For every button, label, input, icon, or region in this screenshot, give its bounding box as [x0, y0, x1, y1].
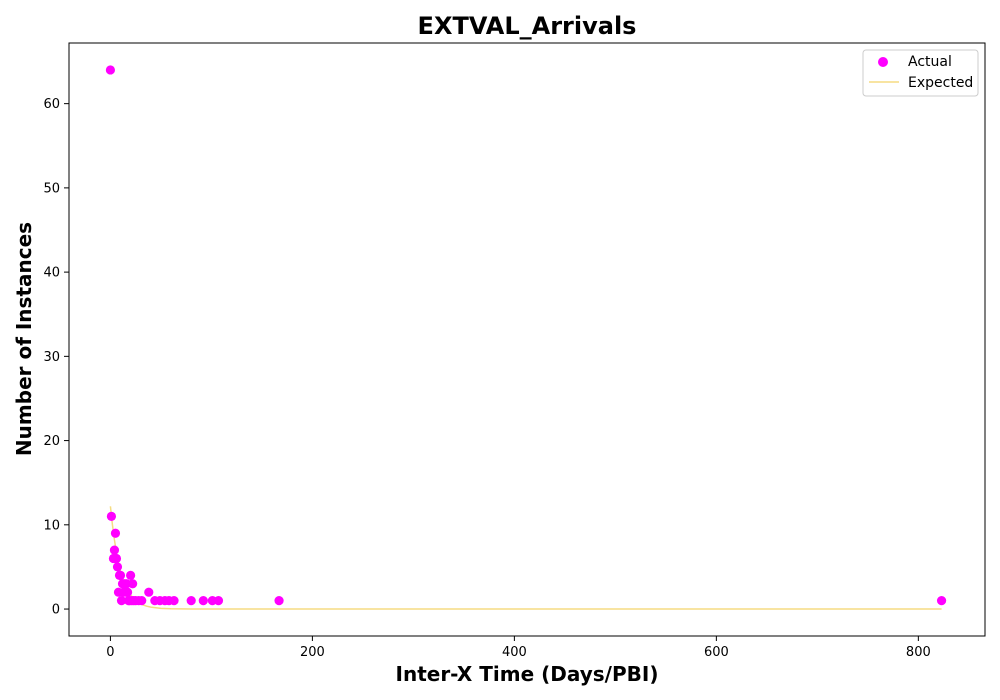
actual-data-point [110, 528, 121, 538]
legend-label-actual: Actual [908, 54, 952, 70]
legend-marker-actual [878, 57, 888, 67]
actual-data-point [198, 596, 208, 606]
y-tick-label: 20 [43, 434, 60, 449]
plot-area [105, 65, 947, 610]
x-axis-ticks: 0 200 400 600 800 [106, 636, 931, 660]
actual-data-point [111, 553, 122, 564]
y-tick-label: 40 [43, 266, 60, 281]
actual-data-point [186, 596, 196, 606]
actual-data-point [115, 570, 126, 580]
actual-data-point [936, 596, 947, 606]
y-tick-label: 10 [43, 518, 60, 533]
y-tick-label: 30 [43, 350, 60, 365]
x-tick-label: 600 [704, 645, 729, 660]
legend-box [862, 49, 979, 97]
actual-data-point [144, 587, 154, 597]
legend: Actual Expected [862, 49, 979, 97]
actual-data-point [274, 596, 284, 606]
y-axis-title: Number of Instances [12, 222, 36, 456]
x-tick-label: 400 [502, 645, 527, 660]
expected-series-line [109, 506, 942, 610]
y-tick-label: 0 [52, 603, 60, 618]
actual-data-point [137, 596, 147, 606]
legend-label-expected: Expected [908, 75, 973, 91]
actual-data-point [128, 579, 138, 589]
actual-data-point [126, 570, 136, 580]
actual-data-point [105, 65, 116, 75]
y-tick-label: 60 [43, 97, 60, 112]
actual-data-point [109, 545, 120, 555]
y-tick-label: 50 [43, 181, 60, 196]
actual-data-point [116, 596, 127, 606]
y-axis-ticks: 0 10 20 30 40 50 60 [43, 97, 69, 618]
actual-data-point [106, 511, 117, 521]
x-tick-label: 800 [906, 645, 931, 660]
x-axis-title: Inter-X Time (Days/PBI) [396, 662, 659, 686]
x-tick-label: 200 [300, 645, 325, 660]
actual-data-point [112, 562, 123, 572]
actual-data-point [169, 596, 179, 606]
chart-title: EXTVAL_Arrivals [418, 12, 637, 40]
actual-data-point [213, 596, 224, 606]
x-tick-label: 0 [106, 645, 114, 660]
actual-data-point [122, 587, 133, 597]
plot-frame [68, 42, 986, 637]
